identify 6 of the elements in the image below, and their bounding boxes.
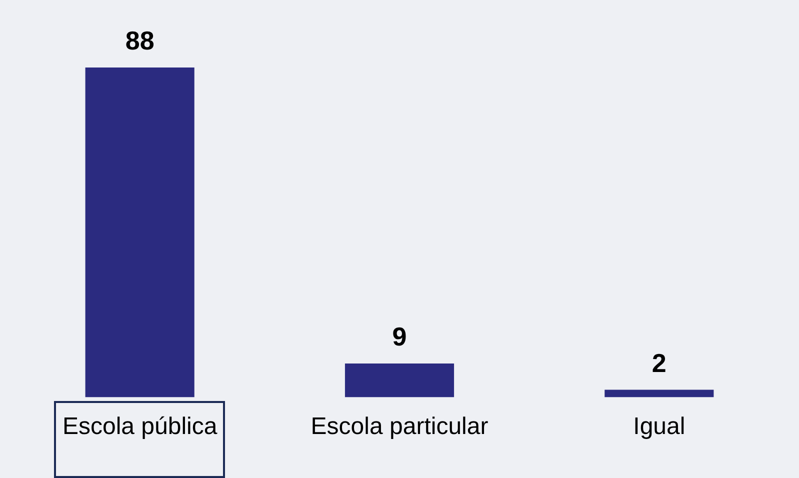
x-tick-label: Igual xyxy=(633,413,686,440)
x-tick-label: Escola pública xyxy=(62,413,218,440)
data-label: 88 xyxy=(125,26,154,56)
x-tick-label: Escola particular xyxy=(310,413,488,440)
data-label: 9 xyxy=(392,322,407,352)
data-label: 2 xyxy=(652,348,666,378)
